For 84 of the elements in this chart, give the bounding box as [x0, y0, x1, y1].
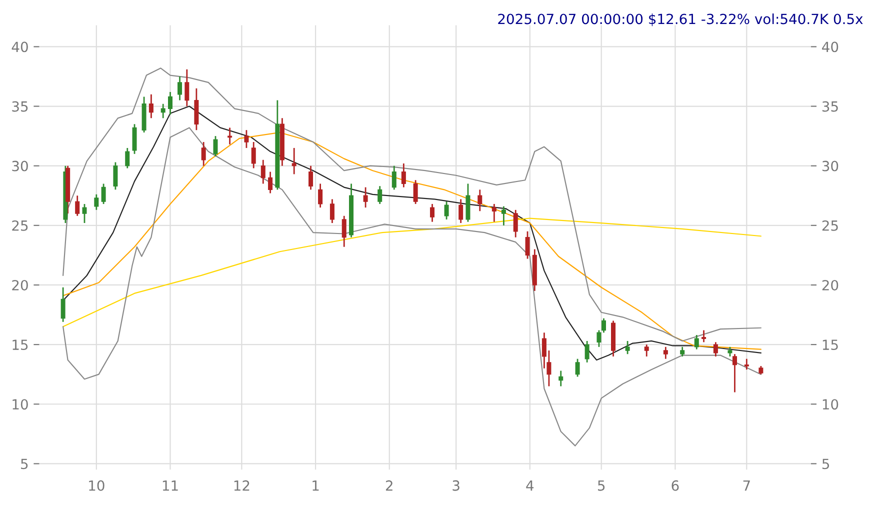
- y-tick-label: 30: [12, 160, 28, 172]
- candlestick: [251, 141, 256, 169]
- x-tick-label: 6: [672, 480, 679, 491]
- candlestick: [401, 162, 406, 188]
- candlestick: [413, 179, 418, 205]
- x-tick-label: 7: [743, 480, 750, 491]
- candlestick: [702, 330, 706, 343]
- candlestick: [308, 165, 314, 190]
- candlestick: [392, 165, 396, 190]
- line-series: [62, 68, 762, 342]
- candlestick: [713, 341, 718, 358]
- candlestick: [82, 203, 87, 224]
- candlestick: [601, 318, 606, 334]
- x-tick-label: 2: [386, 480, 392, 491]
- y-tick-label: 25: [12, 220, 28, 231]
- candlestick: [744, 358, 749, 370]
- candlestick: [201, 141, 206, 167]
- candlestick: [513, 209, 518, 238]
- x-tick-label: 5: [598, 480, 605, 491]
- candlestick: [318, 183, 323, 208]
- candlestick: [194, 88, 199, 131]
- candlestick: [244, 129, 249, 149]
- candlestick: [575, 358, 580, 378]
- candlestick: [680, 346, 685, 358]
- y-tick-label: 40: [12, 42, 28, 52]
- y2-tick-label: 15: [822, 340, 838, 350]
- y-tick-label: 35: [12, 101, 28, 112]
- y2-tick-label: 20: [822, 280, 838, 290]
- candlestick: [260, 159, 266, 184]
- candlestick: [694, 334, 699, 350]
- candlestick: [160, 103, 166, 119]
- y2-tick-label: 35: [822, 101, 838, 112]
- candlestick: [625, 340, 630, 355]
- candlestick: [728, 346, 732, 358]
- candlestick: [268, 171, 273, 194]
- candlestick: [466, 183, 470, 223]
- candlestick: [113, 162, 118, 190]
- candlestick: [430, 203, 434, 223]
- candlestick: [125, 147, 130, 169]
- chart-title: 2025.07.07 00:00:00 $12.61 -3.22% vol:540.7K 0.5x: [498, 13, 863, 26]
- x-tick-label: 1: [312, 480, 319, 491]
- candlestick: [378, 185, 382, 205]
- x-tick-label: 10: [89, 480, 104, 491]
- y2-tick-label: 5: [822, 458, 829, 470]
- candlestick: [363, 186, 368, 208]
- candlestick: [60, 286, 66, 323]
- candlestick: [75, 194, 80, 217]
- candlestick: [663, 346, 668, 360]
- candlestick: [228, 127, 232, 146]
- x-tick-label: 3: [452, 480, 460, 491]
- candlestick: [501, 206, 506, 226]
- y2-tick-label: 30: [822, 160, 838, 172]
- y-tick-label: 10: [12, 399, 28, 410]
- y2-tick-label: 10: [822, 399, 838, 410]
- candlestick: [444, 200, 449, 220]
- y2-tick-label: 40: [822, 42, 838, 52]
- y2-tick-label: 25: [822, 220, 838, 231]
- line-series: [62, 218, 762, 328]
- candlestick: [732, 353, 737, 393]
- candlestick: [94, 194, 99, 211]
- y-tick-label: 5: [21, 458, 28, 470]
- y-tick-label: 15: [12, 340, 28, 350]
- candlestick: [478, 188, 482, 212]
- candlestick: [168, 91, 172, 116]
- x-tick-label: 4: [526, 480, 534, 491]
- candlestick: [492, 203, 496, 223]
- x-tick-label: 11: [162, 480, 178, 491]
- candlestick: [184, 68, 190, 107]
- candlestick: [148, 94, 154, 119]
- candlestick: [644, 344, 649, 358]
- candlestick: [342, 215, 346, 248]
- candlestick: [132, 123, 137, 155]
- candlestick: [101, 183, 106, 205]
- candlestick: [292, 147, 296, 175]
- candlestick: [178, 76, 182, 102]
- candlestick: [584, 340, 590, 364]
- candlestick: [213, 135, 218, 157]
- candlestick: [525, 230, 530, 260]
- candlestick: [558, 370, 564, 387]
- candlestick: [596, 330, 602, 348]
- y-tick-label: 20: [12, 280, 28, 290]
- candlestick: [458, 198, 464, 224]
- x-tick-label: 12: [234, 480, 250, 491]
- candlestick: [330, 198, 334, 224]
